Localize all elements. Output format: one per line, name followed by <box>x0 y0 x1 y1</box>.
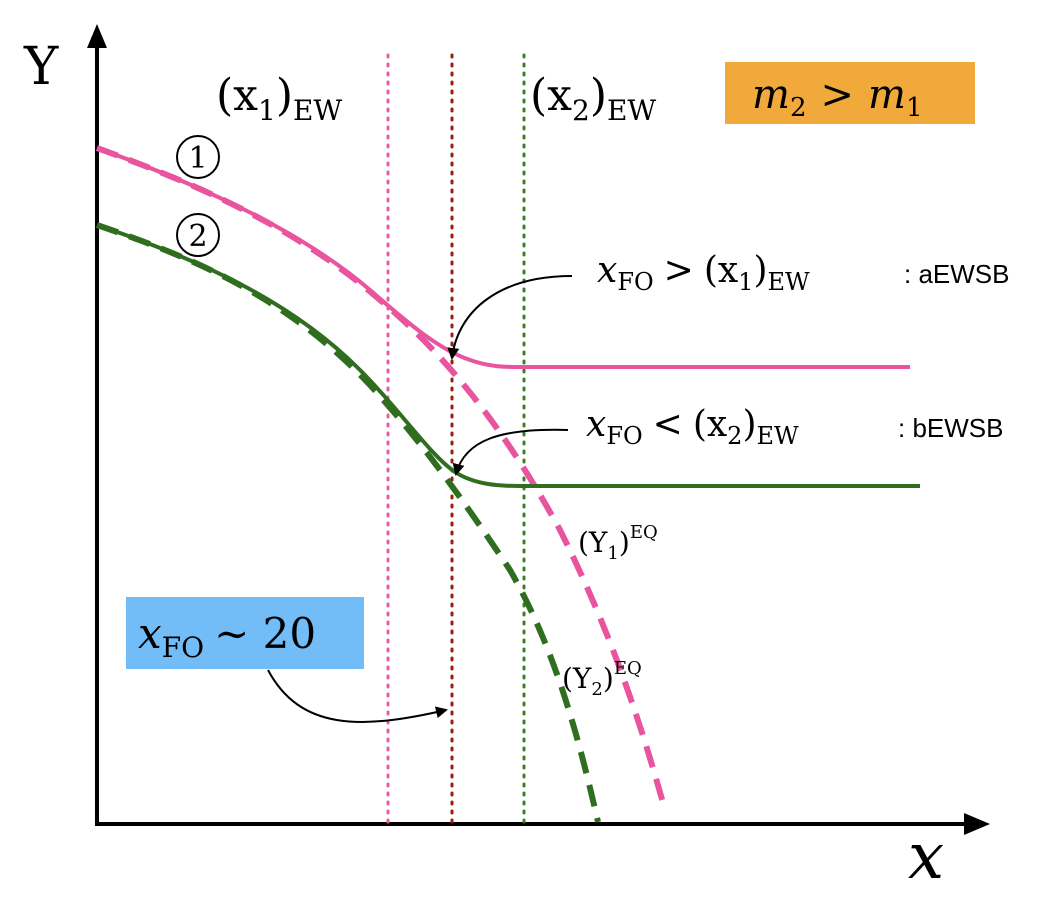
x1-ew-label: (x1)EW <box>216 70 342 127</box>
m1-symbol: m <box>868 72 906 118</box>
x2-ew-close: ) <box>590 70 607 121</box>
y2-eq-label: (Y2)EQ <box>562 658 642 700</box>
circle-label-1 <box>176 135 220 179</box>
aewsb-x: x <box>597 250 617 291</box>
mass-relation: m2 > m1 <box>752 72 922 123</box>
mass-gt: > <box>820 72 854 118</box>
fo-arrow <box>267 669 448 723</box>
bewsb-x-sub: FO <box>606 422 642 450</box>
y2-eq-open: (Y <box>562 662 592 695</box>
aewsb-rel: > <box>664 250 694 291</box>
y1-eq-close: ) <box>619 526 630 559</box>
y2-eq-close: ) <box>603 662 614 695</box>
y2-eq-sup: EQ <box>614 658 642 679</box>
x-axis-arrowhead <box>964 813 990 835</box>
x1-ew-open: (x <box>216 70 258 121</box>
bewsb-rhs: (x <box>693 404 727 445</box>
circle-label-2 <box>176 213 220 257</box>
aewsb-tag: : aEWSB <box>904 259 1009 289</box>
fo-sub: FO <box>162 631 204 664</box>
x2-ew-sub: 2 <box>572 94 590 127</box>
y1-eq-sub: 1 <box>607 543 618 564</box>
y2-solid-curve <box>96 223 920 488</box>
aewsb-rhs: (x <box>704 250 738 291</box>
bewsb-rhs-ew: EW <box>757 422 800 450</box>
aewsb-condition: xFO > (x1)EW <box>597 250 810 296</box>
y1-solid-curve <box>96 146 910 369</box>
fo-rest: ∼ 20 <box>214 609 316 658</box>
y1-eq-open: (Y <box>578 526 608 559</box>
bewsb-arrow <box>452 428 569 476</box>
m1-sub: 1 <box>906 93 923 123</box>
bewsb-condition: xFO < (x2)EW <box>586 404 799 450</box>
x2-ew-label: (x2)EW <box>530 70 656 127</box>
x-axis-label: x <box>908 820 944 894</box>
m2-symbol: m <box>752 72 790 118</box>
bewsb-rel: < <box>653 404 683 445</box>
x2-ew-ew: EW <box>607 94 656 127</box>
x1-ew-close: ) <box>276 70 293 121</box>
aewsb-rhs-close: ) <box>753 250 767 291</box>
x1-ew-ew: EW <box>293 94 342 127</box>
aewsb-arrow <box>447 275 573 360</box>
bewsb-rhs-close: ) <box>742 404 756 445</box>
aewsb-rhs-sub: 1 <box>738 268 753 296</box>
fo-box <box>126 597 364 669</box>
bewsb-rhs-sub: 2 <box>727 422 742 450</box>
fo-x: x <box>138 609 162 658</box>
aewsb-rhs-ew: EW <box>768 268 811 296</box>
circle-label-2-text: 2 <box>188 219 207 254</box>
y-axis-arrowhead <box>87 24 107 48</box>
m2-sub: 2 <box>790 93 807 123</box>
mass-box <box>725 62 975 124</box>
y1-eq-sup: EQ <box>630 522 658 543</box>
y2-eq-sub: 2 <box>591 679 602 700</box>
y1-eq-label: (Y1)EQ <box>578 522 658 564</box>
fo-value: xFO ∼ 20 <box>138 609 316 664</box>
bewsb-tag: : bEWSB <box>898 413 1003 443</box>
y-axis-label: Y <box>23 37 59 97</box>
x2-ew-open: (x <box>530 70 572 121</box>
aewsb-x-sub: FO <box>617 268 653 296</box>
x1-ew-sub: 1 <box>258 94 276 127</box>
bewsb-x: x <box>586 404 606 445</box>
circle-label-1-text: 1 <box>188 141 207 176</box>
